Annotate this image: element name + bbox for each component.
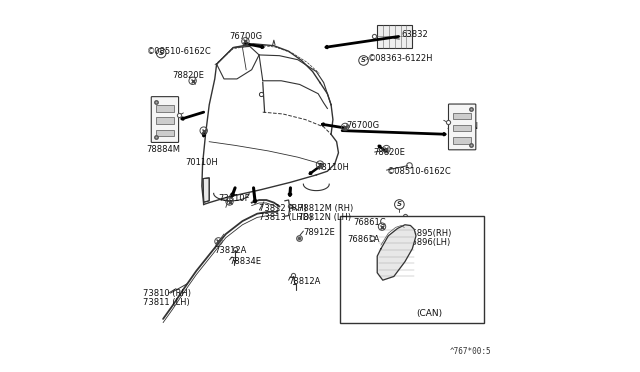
Bar: [377, 25, 412, 48]
Text: 78812M (RH): 78812M (RH): [298, 204, 353, 214]
Text: 76861C: 76861C: [353, 218, 386, 227]
Text: 78812N (LH): 78812N (LH): [298, 213, 351, 222]
Bar: [453, 125, 472, 131]
Text: (CAN): (CAN): [416, 309, 442, 318]
Bar: [156, 117, 174, 124]
Text: 70110H: 70110H: [185, 157, 218, 167]
Text: 78884N: 78884N: [445, 122, 479, 131]
Text: 73812A: 73812A: [215, 246, 247, 255]
Text: 78884M: 78884M: [147, 145, 180, 154]
Text: 78834E: 78834E: [230, 257, 262, 266]
Bar: [453, 137, 472, 144]
Text: 73811 (LH): 73811 (LH): [143, 298, 189, 307]
Polygon shape: [377, 225, 416, 280]
Text: 73813 (LHD): 73813 (LHD): [259, 213, 312, 222]
Text: 76700G: 76700G: [346, 121, 379, 129]
Text: S: S: [397, 202, 402, 208]
Text: S: S: [361, 57, 366, 64]
Text: 76896(LH): 76896(LH): [407, 238, 451, 247]
Text: 76895(RH): 76895(RH): [407, 230, 452, 238]
Polygon shape: [203, 178, 209, 202]
Text: ©08363-6122H: ©08363-6122H: [368, 54, 433, 63]
Text: 78912E: 78912E: [303, 228, 335, 237]
FancyBboxPatch shape: [151, 97, 179, 142]
Bar: [340, 215, 484, 323]
Bar: [156, 129, 174, 136]
Bar: [156, 105, 174, 112]
Text: ©08510-6162C: ©08510-6162C: [387, 167, 451, 176]
Text: 76861A: 76861A: [348, 235, 380, 244]
Text: 78820E: 78820E: [374, 148, 405, 157]
Text: ^767*00:5: ^767*00:5: [450, 347, 492, 356]
Bar: [453, 112, 472, 119]
Text: 73810 (RH): 73810 (RH): [143, 289, 191, 298]
Text: S: S: [159, 50, 164, 56]
FancyBboxPatch shape: [449, 104, 476, 150]
Text: 73810F: 73810F: [218, 195, 250, 203]
Text: 78812A: 78812A: [289, 278, 321, 286]
Text: 73812 (RH): 73812 (RH): [259, 204, 307, 214]
Text: 78110H: 78110H: [316, 163, 349, 172]
Text: ©08510-6162C: ©08510-6162C: [147, 47, 211, 56]
Text: 76700G: 76700G: [230, 32, 262, 41]
Text: 78820E: 78820E: [172, 71, 204, 80]
Text: 63832: 63832: [401, 30, 428, 39]
